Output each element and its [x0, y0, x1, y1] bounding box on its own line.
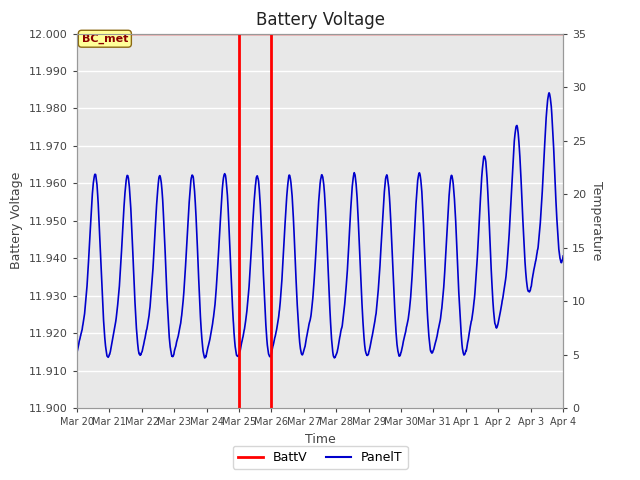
Y-axis label: Battery Voltage: Battery Voltage [10, 172, 23, 269]
Text: BC_met: BC_met [82, 34, 128, 44]
Legend: BattV, PanelT: BattV, PanelT [232, 446, 408, 469]
X-axis label: Time: Time [305, 432, 335, 445]
Y-axis label: Temperature: Temperature [590, 181, 603, 261]
Title: Battery Voltage: Battery Voltage [255, 11, 385, 29]
